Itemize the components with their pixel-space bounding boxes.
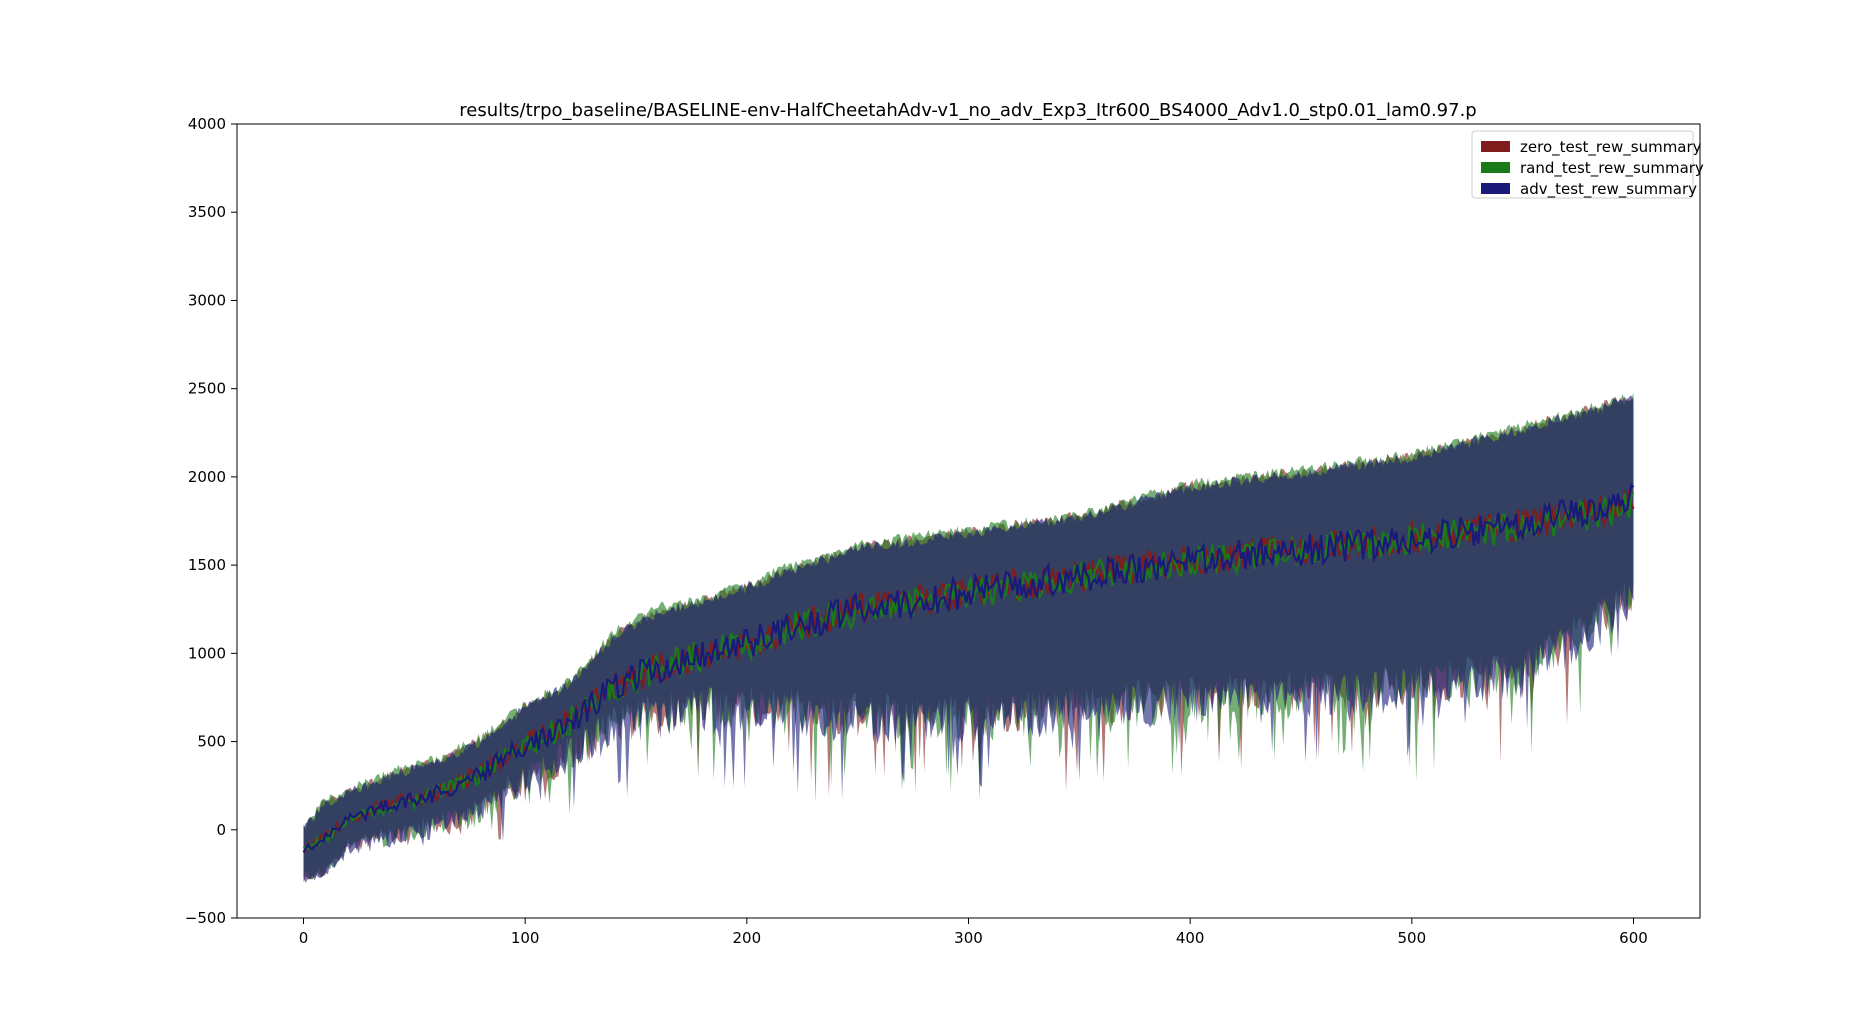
plot-frame (236, 123, 1701, 919)
y-tick-label: 3000 (188, 291, 226, 309)
line-adv_test_rew_summary (302, 482, 1635, 853)
x-tick-label: 300 (954, 929, 983, 947)
legend-swatch (1481, 183, 1510, 194)
legend-label: rand_test_rew_summary (1520, 159, 1704, 178)
y-tick-label: 2500 (188, 380, 226, 398)
band-adv_test_rew_summary (303, 395, 1634, 883)
axis-ticks: 0 100 200 300 400 500 600 −500 0 500 1000 1500 2000 2… (185, 115, 1648, 947)
line-rand_test_rew_summary (302, 491, 1635, 851)
x-tick-label: 0 (299, 929, 309, 947)
x-tick-label: 200 (733, 929, 762, 947)
x-tick-label: 400 (1176, 929, 1205, 947)
legend-swatch (1481, 162, 1510, 173)
y-tick-label: 0 (216, 821, 226, 839)
y-tick-label: 500 (197, 733, 226, 751)
y-tick-label: −500 (185, 909, 226, 927)
chart-title: results/trpo_baseline/BASELINE-env-HalfC… (459, 100, 1476, 121)
legend-label: adv_test_rew_summary (1520, 180, 1697, 199)
x-tick-label: 500 (1398, 929, 1427, 947)
x-tick-label: 600 (1619, 929, 1648, 947)
y-tick-label: 4000 (188, 115, 226, 133)
x-tick-label: 100 (511, 929, 540, 947)
legend: zero_test_rew_summary rand_test_rew_summa… (1471, 130, 1704, 199)
y-tick-label: 1500 (188, 556, 226, 574)
series-bands (303, 392, 1634, 883)
y-tick-label: 3500 (188, 203, 226, 221)
series-lines (302, 482, 1635, 854)
legend-swatch (1481, 141, 1510, 152)
legend-box (1471, 130, 1694, 199)
legend-label: zero_test_rew_summary (1520, 138, 1702, 157)
y-tick-label: 1000 (188, 644, 226, 662)
y-tick-label: 2000 (188, 468, 226, 486)
